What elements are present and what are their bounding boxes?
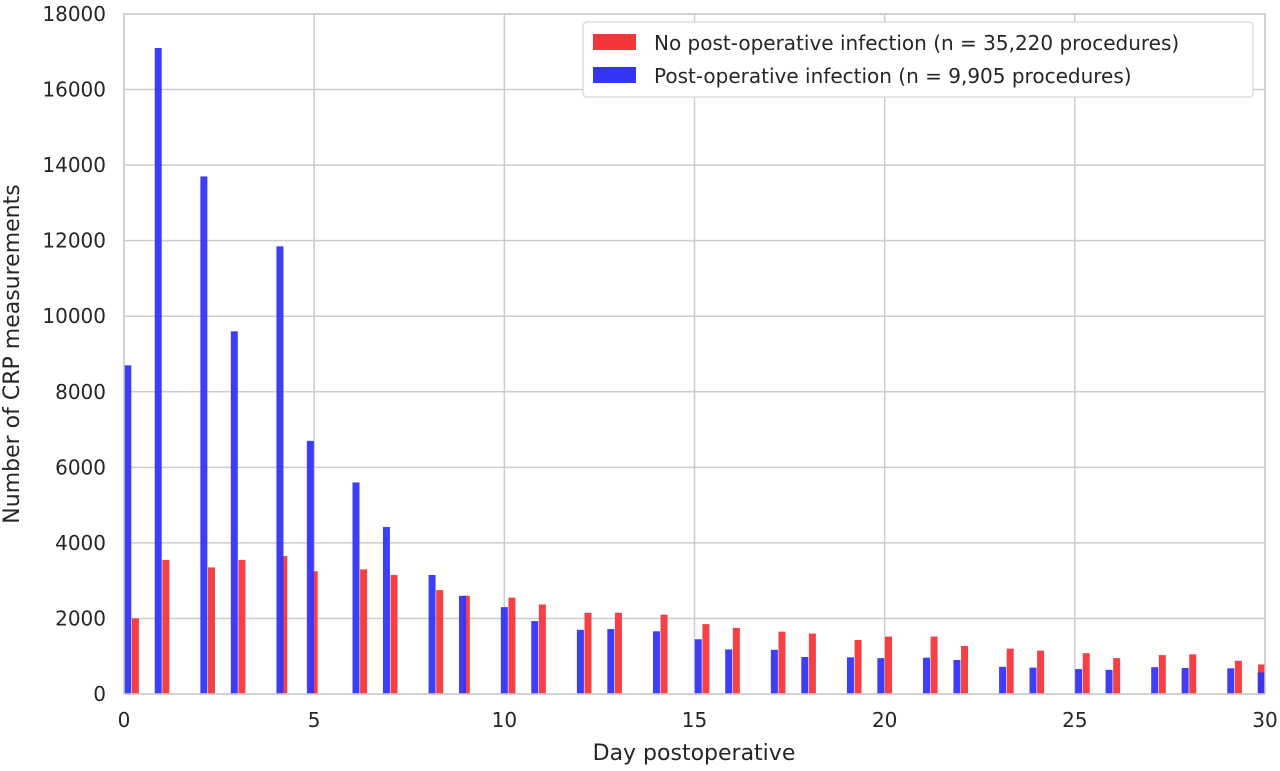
bar-no-infection <box>614 612 622 694</box>
bar-no-infection <box>1113 658 1121 694</box>
bar-infection <box>154 48 162 694</box>
legend-box <box>582 21 1254 98</box>
bar-infection <box>846 657 854 694</box>
bar-infection <box>770 649 778 694</box>
bar-no-infection <box>702 624 710 694</box>
bar-no-infection <box>508 597 516 694</box>
bar-infection <box>999 666 1007 694</box>
bar-no-infection <box>1158 655 1166 694</box>
y-tick-labels: 0 2000 4000 6000 8000 10000 12000 14000 16000 180… <box>42 2 106 706</box>
bar-no-infection <box>732 627 740 694</box>
bar-no-infection <box>1037 650 1045 694</box>
bar-infection <box>652 631 660 694</box>
bar-no-infection <box>390 575 398 694</box>
bar-infection <box>500 607 508 694</box>
bar-no-infection <box>1234 660 1242 694</box>
y-tick-label: 8000 <box>55 380 106 404</box>
bar-no-infection <box>436 590 444 694</box>
bar-infection <box>1151 667 1159 694</box>
bar-infection <box>124 365 132 694</box>
bar-infection <box>607 629 615 694</box>
x-axis-title: Day postoperative <box>593 741 796 766</box>
bar-infection <box>306 440 314 694</box>
legend-label-no-infection: No post-operative infection (n = 35,220 … <box>654 31 1179 55</box>
legend: No post-operative infection (n = 35,220 … <box>582 21 1254 98</box>
bar-no-infection <box>538 604 546 694</box>
bar-no-infection <box>808 633 816 694</box>
legend-label-infection: Post-operative infection (n = 9,905 proc… <box>654 64 1132 88</box>
bar-infection <box>576 629 584 694</box>
x-tick-label: 10 <box>492 708 517 732</box>
bar-no-infection <box>1189 654 1197 694</box>
bar-infection <box>1227 668 1235 694</box>
y-axis-title: Number of CRP measurements <box>0 184 25 523</box>
bar-infection <box>428 575 436 694</box>
x-tick-label: 25 <box>1062 708 1087 732</box>
bar-no-infection <box>961 646 969 694</box>
bar-infection <box>877 658 885 694</box>
y-tick-label: 4000 <box>55 531 106 555</box>
bar-no-infection <box>778 631 786 694</box>
bar-no-infection <box>310 571 318 694</box>
bar-infection <box>953 660 961 694</box>
bar-no-infection <box>131 618 139 694</box>
bar-infection <box>923 657 930 694</box>
y-tick-label: 12000 <box>42 229 106 253</box>
bar-no-infection <box>360 569 368 694</box>
legend-swatch-no-infection <box>593 34 636 50</box>
plot-frame <box>123 13 1266 695</box>
bar-infection <box>694 639 702 694</box>
x-tick-label: 5 <box>308 708 321 732</box>
bar-no-infection <box>930 636 938 694</box>
bar-no-infection <box>884 636 892 694</box>
bar-no-infection <box>854 639 862 694</box>
bar-infection <box>1029 667 1037 694</box>
bar-infection <box>725 649 733 694</box>
x-tick-label: 20 <box>872 708 897 732</box>
bar-infection <box>1105 669 1113 694</box>
bar-infection <box>352 482 360 694</box>
bar-no-infection <box>584 612 592 694</box>
x-tick-label: 15 <box>682 708 707 732</box>
bar-infection <box>230 331 238 694</box>
bar-no-infection <box>1006 648 1014 694</box>
bar-no-infection <box>162 559 170 694</box>
bar-infection <box>1075 669 1083 694</box>
bar-no-infection <box>207 567 215 694</box>
x-tick-label: 0 <box>118 708 131 732</box>
legend-swatch-infection <box>593 67 636 83</box>
bar-infection <box>531 621 539 694</box>
y-tick-label: 6000 <box>55 455 106 479</box>
y-tick-label: 0 <box>93 682 106 706</box>
y-tick-label: 14000 <box>42 153 106 177</box>
y-tick-label: 18000 <box>42 2 106 26</box>
bar-infection <box>276 246 284 694</box>
y-tick-label: 2000 <box>55 606 106 630</box>
x-tick-label: 30 <box>1252 708 1277 732</box>
bar-infection <box>382 527 390 694</box>
y-tick-label: 16000 <box>42 78 106 102</box>
bar-infection <box>1181 667 1189 694</box>
bar-infection <box>459 595 466 694</box>
bar-infection <box>200 176 208 694</box>
bar-infection <box>801 656 809 694</box>
bar-infection <box>1257 672 1265 694</box>
y-tick-label: 10000 <box>42 304 106 328</box>
bar-no-infection <box>462 595 470 694</box>
bar-marks <box>124 48 1265 694</box>
bar-no-infection <box>1082 653 1090 694</box>
bar-no-infection <box>280 556 288 694</box>
bar-no-infection <box>660 614 668 694</box>
bar-no-infection <box>238 559 246 694</box>
x-tick-labels: 0 5 10 15 20 25 30 <box>118 708 1278 732</box>
